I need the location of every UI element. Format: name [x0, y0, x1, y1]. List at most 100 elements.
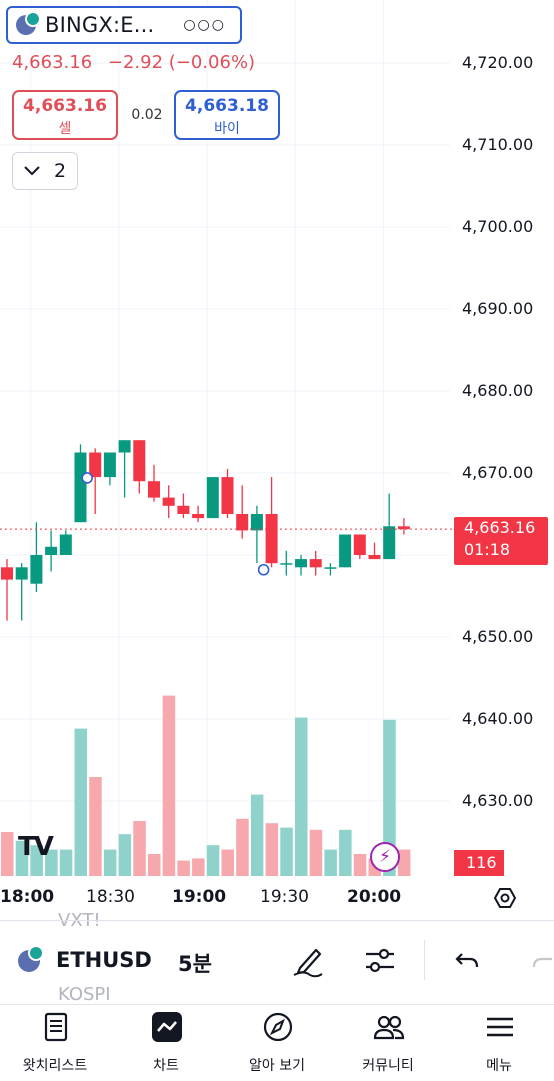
ellipsis-icon[interactable]: ○○○: [183, 17, 226, 33]
volume-bar: [118, 834, 132, 876]
lightning-icon[interactable]: ⚡: [370, 842, 400, 872]
volume-bar: [162, 695, 176, 876]
candle-body: [206, 477, 219, 519]
nav-chart[interactable]: 차트: [111, 1005, 221, 1081]
sell-price: 4,663.16: [23, 96, 107, 116]
candle-body: [177, 505, 190, 514]
undo-icon[interactable]: [452, 946, 482, 976]
candle-body: [339, 534, 352, 568]
volume-bar: [59, 849, 73, 876]
buy-button[interactable]: 4,663.18 바이: [174, 90, 280, 140]
candle-body: [221, 477, 234, 514]
sell-button[interactable]: 4,663.16 셀: [12, 90, 118, 140]
indicator-count: 2: [53, 160, 67, 182]
chart-canvas[interactable]: [0, 0, 554, 920]
candle-body: [368, 555, 381, 560]
buy-price: 4,663.18: [185, 96, 269, 116]
current-price-label: 4,663.16: [464, 518, 536, 537]
volume-bar: [30, 845, 43, 876]
y-axis-label: 4,640.00: [462, 709, 534, 728]
pen-icon[interactable]: [290, 942, 326, 978]
community-icon: [373, 1015, 405, 1040]
candle-body: [309, 559, 322, 568]
volume-bar: [324, 849, 337, 876]
candle-body: [74, 452, 87, 523]
candle-body: [324, 567, 337, 569]
exchange-logo-icon: [16, 11, 41, 35]
y-axis-label: 4,690.00: [462, 299, 534, 318]
volume-bar: [177, 860, 190, 876]
y-axis-label: 4,710.00: [462, 135, 534, 154]
hexagon-settings-icon[interactable]: [493, 886, 517, 910]
symbol-name: BINGX:E...: [45, 13, 155, 37]
toolbar-divider: [0, 920, 554, 921]
candle-body: [162, 497, 175, 506]
toolbar-symbol-logo-icon: [18, 945, 44, 972]
volume-bar: [265, 823, 279, 876]
candle-body: [295, 559, 307, 568]
nav-label: 커뮤니티: [362, 1058, 414, 1074]
candle-body: [148, 481, 160, 498]
candle-body: [59, 534, 72, 555]
candle-body: [118, 440, 131, 453]
compass-icon: [263, 1012, 293, 1042]
volume-tag: 116: [454, 850, 504, 876]
candle-body: [89, 452, 102, 478]
nav-watchlist[interactable]: 왓치리스트: [0, 1005, 110, 1081]
candle-body: [133, 440, 146, 482]
candle-body: [353, 534, 366, 555]
spread-value: 0.02: [131, 107, 163, 123]
volume-bar: [74, 728, 87, 876]
volume-bar: [295, 717, 308, 876]
ghost-symbol-bottom: KOSPI: [58, 984, 111, 1005]
current-price-tag: 4,663.16 01:18: [454, 517, 548, 565]
chevron-down-icon: [24, 166, 40, 176]
menu-icon: [487, 1017, 513, 1037]
volume-bar: [45, 849, 58, 876]
nav-label: 알아 보기: [249, 1058, 305, 1074]
x-axis-label: 18:00: [0, 887, 55, 907]
symbol-search-box[interactable]: BINGX:E... ○○○: [6, 6, 242, 44]
volume-bar: [339, 829, 352, 876]
volume-bar: [103, 849, 117, 876]
candle-body: [383, 526, 396, 560]
nav-community[interactable]: 커뮤니티: [333, 1005, 443, 1081]
volume-bar: [1, 832, 14, 876]
volume-bar: [89, 777, 102, 876]
candle-body: [250, 514, 263, 531]
candle-body: [1, 567, 13, 580]
volume-bar: [192, 858, 205, 876]
volume-bar: [353, 854, 367, 876]
countdown-label: 01:18: [464, 540, 511, 559]
nav-label: 왓치리스트: [22, 1058, 88, 1074]
volume-bar: [280, 827, 293, 876]
x-axis-label: 18:30: [86, 887, 135, 907]
chart-icon: [152, 1012, 182, 1042]
candle-body: [265, 514, 278, 564]
tradingview-logo: TV: [18, 832, 54, 862]
candle-body: [236, 514, 249, 531]
volume-bar: [148, 854, 161, 876]
toolbar-symbol[interactable]: ETHUSDT: [56, 948, 152, 972]
price-change-line: 4,663.16 −2.92 (−0.06%): [12, 52, 255, 73]
x-axis-label: 20:00: [347, 887, 402, 907]
nav-menu[interactable]: 메뉴: [444, 1005, 554, 1081]
event-marker: [257, 563, 270, 576]
volume-bar: [221, 849, 234, 876]
redo-icon[interactable]: [530, 946, 554, 976]
candle-body: [30, 555, 43, 584]
sliders-icon[interactable]: [362, 942, 398, 978]
volume-bar: [250, 794, 264, 876]
y-axis-label: 4,720.00: [462, 53, 534, 72]
price-change: −2.92 (−0.06%): [107, 52, 256, 73]
volume-bar: [397, 849, 411, 876]
indicator-collapse-button[interactable]: 2: [12, 152, 78, 190]
watchlist-icon: [44, 1012, 68, 1042]
nav-explore[interactable]: 알아 보기: [222, 1005, 332, 1081]
y-axis-label: 4,680.00: [462, 381, 534, 400]
y-axis-label: 4,700.00: [462, 217, 534, 236]
x-axis-label: 19:30: [260, 887, 309, 907]
volume-bar: [383, 719, 396, 876]
x-axis-label: 19:00: [172, 887, 227, 907]
toolbar-interval[interactable]: 5분: [178, 952, 212, 976]
